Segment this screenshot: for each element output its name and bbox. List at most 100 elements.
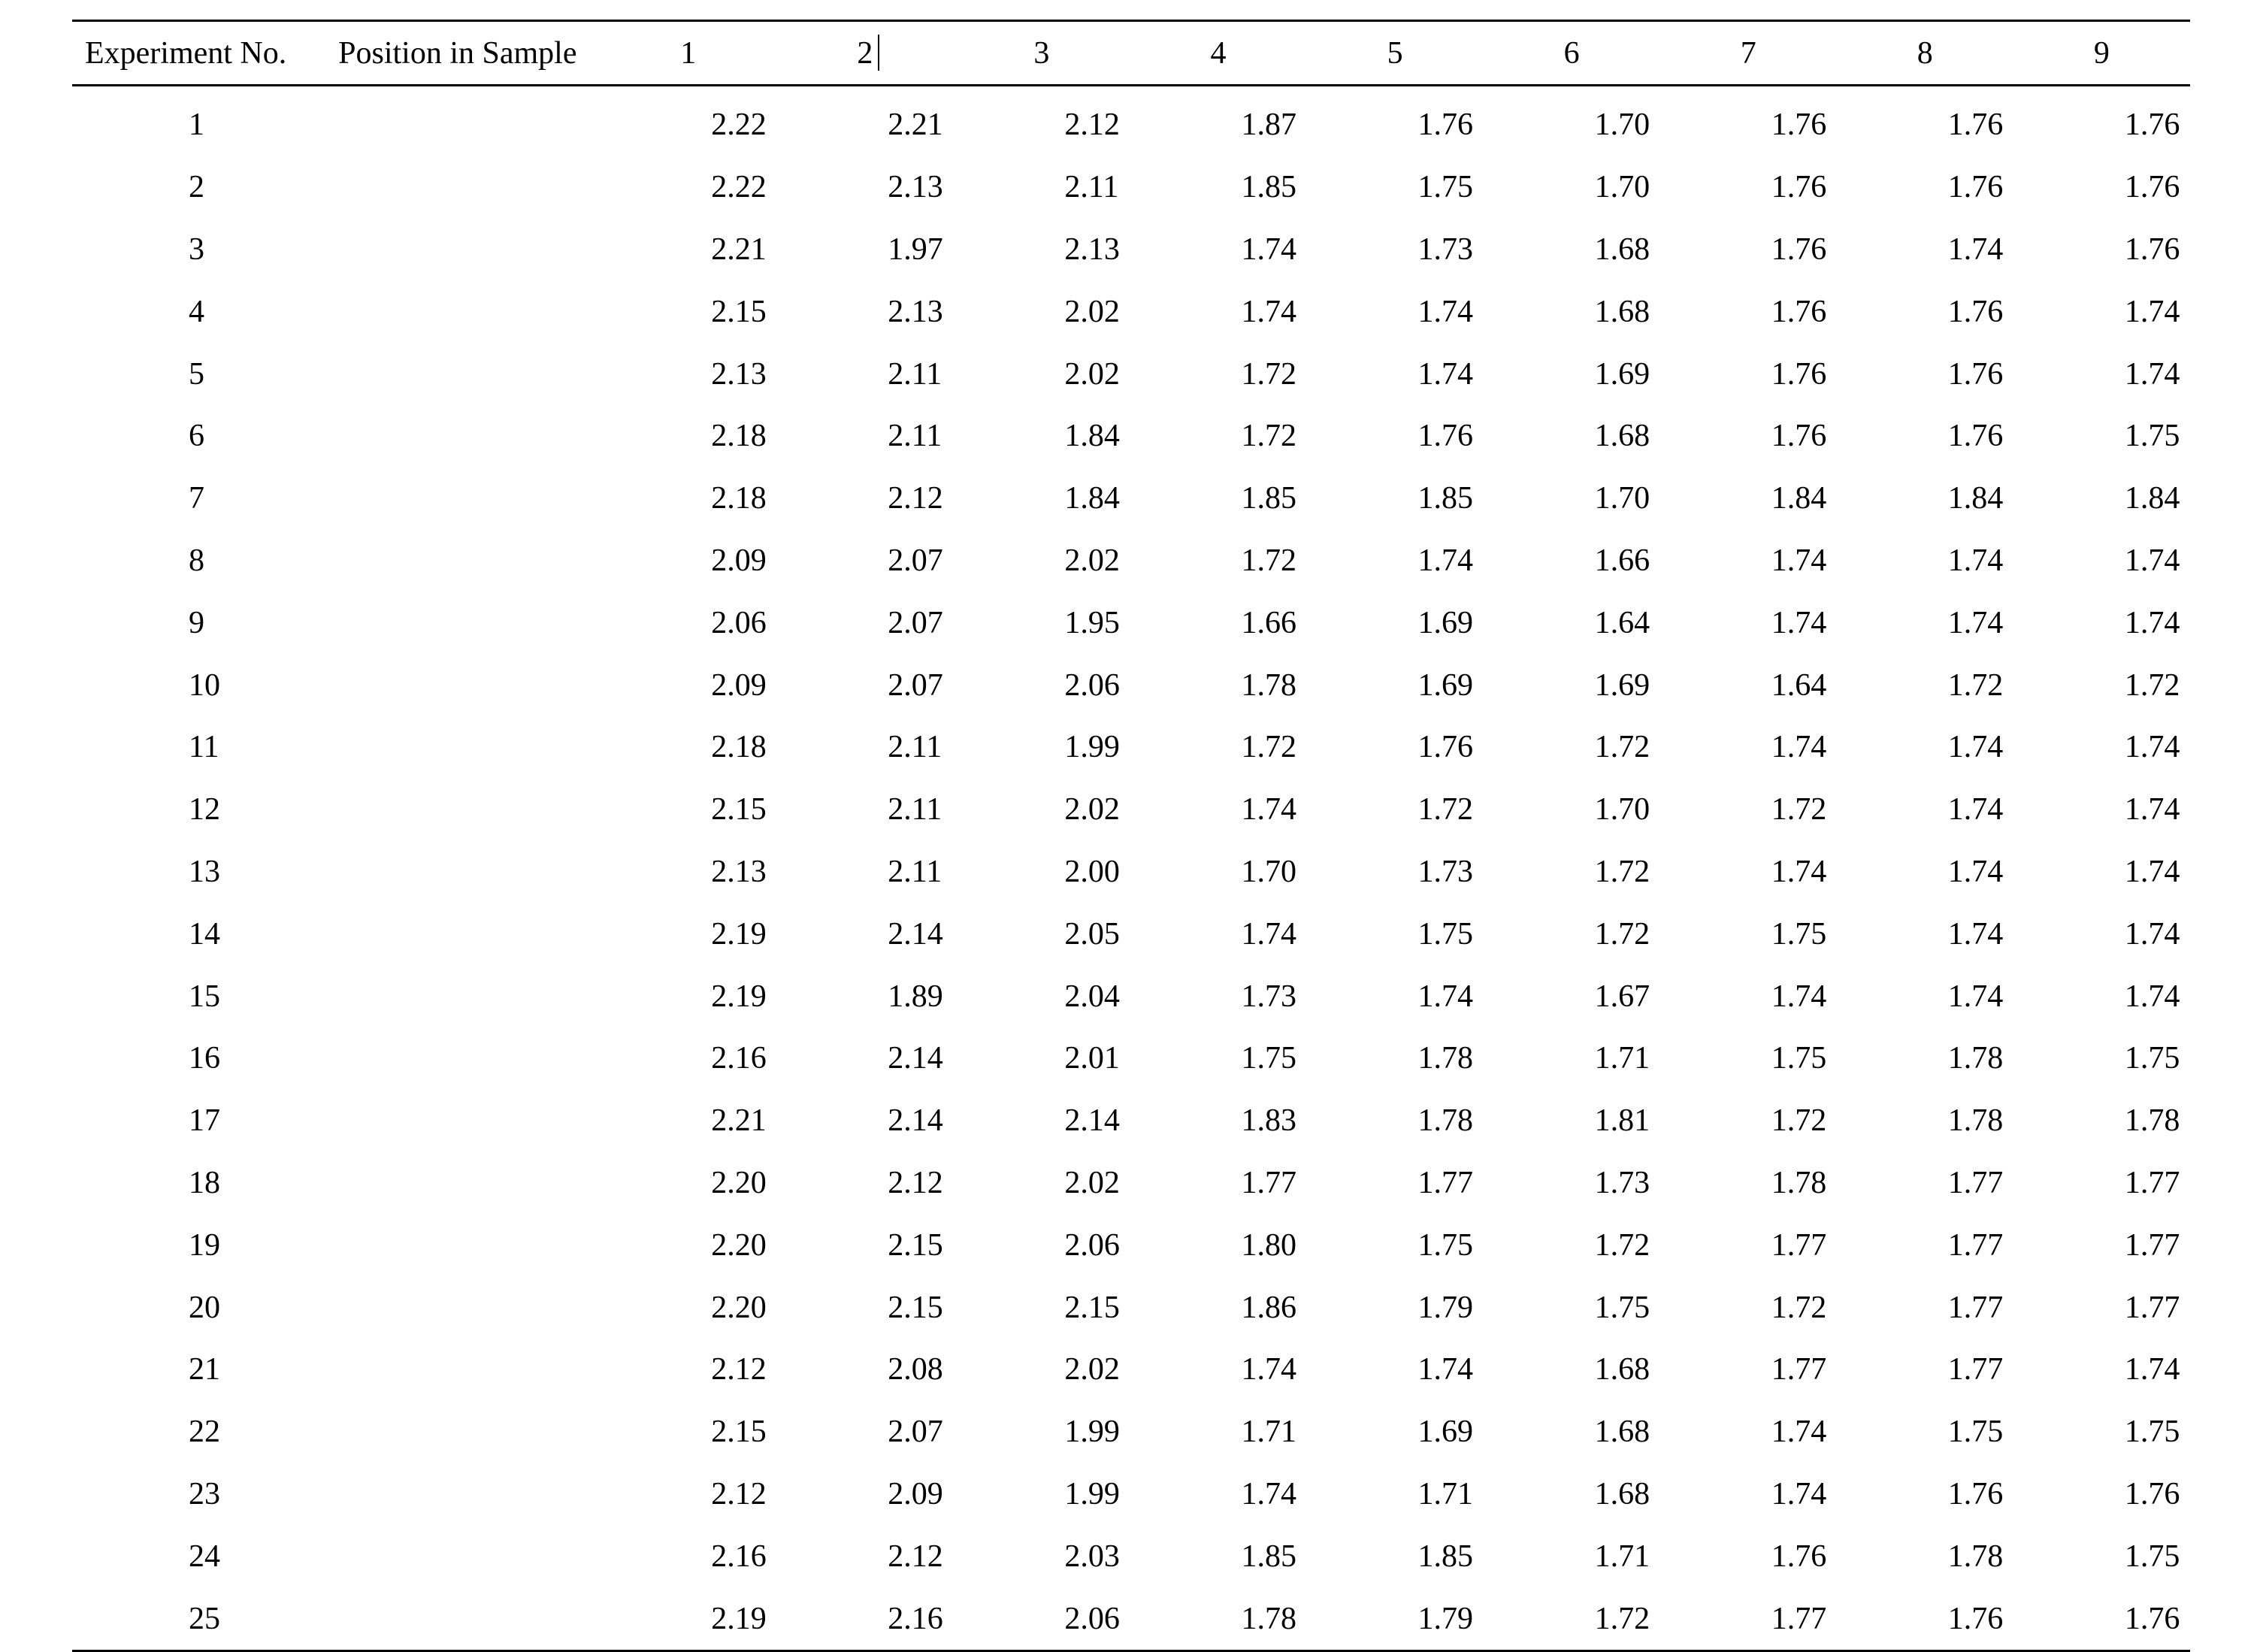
position-in-sample-cell	[335, 280, 600, 343]
value-cell: 1.74	[1947, 231, 2004, 267]
experiment-number-cell: 14	[189, 916, 220, 952]
experiment-number-cell: 8	[189, 543, 204, 578]
position-in-sample-cell	[335, 1525, 600, 1587]
value-cell: 2.02	[1064, 356, 1120, 392]
header-position-in-sample: Position in Sample	[338, 35, 577, 71]
value-cell: 1.74	[1417, 356, 1474, 392]
value-cell: 1.74	[2124, 543, 2180, 578]
value-cell: 1.74	[1241, 294, 1296, 329]
value-cell: 2.07	[888, 543, 943, 578]
value-cell: 2.07	[888, 1414, 943, 1450]
value-cell: 1.99	[1064, 730, 1120, 765]
value-cell: 1.74	[1241, 916, 1296, 952]
experiment-number-cell: 16	[189, 1041, 220, 1076]
value-cell: 1.68	[1594, 294, 1650, 329]
value-cell: 2.13	[1064, 231, 1120, 267]
header-position-4: 4	[1210, 35, 1227, 71]
value-cell: 1.76	[1771, 170, 1827, 205]
table-row: 8 2.09 2.07 2.02 1.72 1.74 1.66 1.74 1.74 1.74	[72, 530, 2190, 592]
position-in-sample-cell	[335, 530, 600, 592]
value-cell: 1.64	[1771, 667, 1827, 703]
value-cell: 1.74	[1417, 1352, 1474, 1387]
value-cell: 1.76	[1417, 730, 1474, 765]
value-cell: 1.74	[1417, 294, 1474, 329]
value-cell: 1.85	[1241, 1539, 1296, 1574]
value-cell: 1.73	[1417, 231, 1474, 267]
value-cell: 1.95	[1064, 605, 1120, 640]
value-cell: 1.66	[1594, 543, 1650, 578]
value-cell: 2.15	[711, 294, 767, 329]
value-cell: 2.07	[888, 605, 943, 640]
header-rule-row	[72, 84, 2190, 87]
value-cell: 2.16	[711, 1539, 767, 1574]
value-cell: 1.70	[1594, 107, 1650, 143]
value-cell: 1.70	[1241, 854, 1296, 889]
value-cell: 1.76	[1947, 107, 2004, 143]
value-cell: 2.06	[1064, 1601, 1120, 1636]
value-cell: 1.74	[2124, 979, 2180, 1014]
value-cell: 1.78	[1241, 1601, 1296, 1636]
table-row: 3 2.21 1.97 2.13 1.74 1.73 1.68 1.76 1.74 1.76	[72, 219, 2190, 281]
experiment-number-cell: 22	[189, 1414, 220, 1450]
value-cell: 1.76	[1771, 356, 1827, 392]
value-cell: 1.74	[1771, 1414, 1827, 1450]
value-cell: 1.84	[1064, 481, 1120, 516]
value-cell: 1.84	[1064, 419, 1120, 454]
value-cell: 1.76	[2124, 1476, 2180, 1511]
value-cell: 1.84	[1947, 481, 2004, 516]
value-cell: 2.09	[888, 1476, 943, 1511]
value-cell: 1.76	[1417, 419, 1474, 454]
value-cell: 1.76	[1947, 294, 2004, 329]
value-cell: 1.74	[1417, 979, 1474, 1014]
value-cell: 2.21	[711, 1103, 767, 1139]
experiment-number-cell: 11	[189, 730, 219, 765]
value-cell: 1.69	[1594, 667, 1650, 703]
value-cell: 1.74	[2124, 916, 2180, 952]
value-cell: 1.85	[1241, 481, 1296, 516]
position-in-sample-cell	[335, 1339, 600, 1401]
value-cell: 2.06	[1064, 1227, 1120, 1263]
value-cell: 1.76	[2124, 1601, 2180, 1636]
experiment-number-cell: 21	[189, 1352, 220, 1387]
value-cell: 1.76	[1771, 107, 1827, 143]
value-cell: 1.69	[1417, 667, 1474, 703]
header-position-6: 6	[1563, 35, 1580, 71]
value-cell: 1.76	[1771, 231, 1827, 267]
value-cell: 2.14	[888, 916, 943, 952]
value-cell: 2.12	[888, 481, 943, 516]
value-cell: 1.72	[1241, 730, 1296, 765]
value-cell: 1.74	[1771, 543, 1827, 578]
value-cell: 2.13	[888, 170, 943, 205]
experiment-number-cell: 4	[189, 294, 204, 329]
value-cell: 1.89	[888, 979, 943, 1014]
value-cell: 1.74	[2124, 792, 2180, 828]
value-cell: 1.75	[2124, 1041, 2180, 1076]
value-cell: 1.77	[1947, 1352, 2004, 1387]
position-in-sample-cell	[335, 965, 600, 1027]
value-cell: 2.14	[888, 1103, 943, 1139]
value-cell: 1.72	[1594, 1601, 1650, 1636]
value-cell: 2.09	[711, 543, 767, 578]
value-cell: 1.76	[1947, 356, 2004, 392]
position-in-sample-cell	[335, 343, 600, 405]
value-cell: 2.05	[1064, 916, 1120, 952]
value-cell: 2.18	[711, 481, 767, 516]
header-row: Experiment No. Position in Sample 1 2 3 …	[72, 22, 2190, 86]
data-table-container: Experiment No. Position in Sample 1 2 3 …	[72, 20, 2190, 1652]
value-cell: 1.76	[1771, 419, 1827, 454]
value-cell: 1.74	[2124, 294, 2180, 329]
value-cell: 1.78	[1947, 1539, 2004, 1574]
value-cell: 1.75	[1771, 1041, 1827, 1076]
value-cell: 2.03	[1064, 1539, 1120, 1574]
value-cell: 1.78	[1417, 1103, 1474, 1139]
experiment-number-cell: 20	[189, 1290, 220, 1325]
position-in-sample-cell	[335, 1587, 600, 1650]
value-cell: 1.72	[1594, 1227, 1650, 1263]
value-cell: 1.69	[1417, 605, 1474, 640]
value-cell: 1.74	[1947, 916, 2004, 952]
value-cell: 1.76	[1947, 1601, 2004, 1636]
value-cell: 1.76	[2124, 231, 2180, 267]
value-cell: 2.22	[711, 170, 767, 205]
value-cell: 2.08	[888, 1352, 943, 1387]
value-cell: 2.19	[711, 979, 767, 1014]
